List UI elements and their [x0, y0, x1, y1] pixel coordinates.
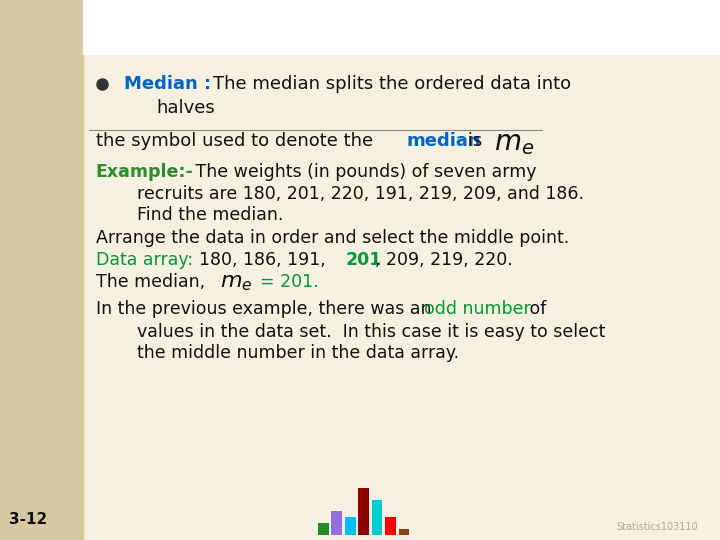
Text: Arrange the data in order and select the middle point.: Arrange the data in order and select the…: [96, 228, 569, 247]
Text: , 209, 219, 220.: , 209, 219, 220.: [374, 251, 513, 269]
Text: of: of: [524, 300, 546, 318]
Text: T: T: [34, 216, 49, 236]
Text: $m_e$: $m_e$: [494, 129, 534, 157]
Text: In the previous example, there was an: In the previous example, there was an: [96, 300, 436, 318]
Bar: [331, 511, 342, 535]
Text: 201: 201: [346, 251, 382, 269]
Text: The weights (in pounds) of seven army: The weights (in pounds) of seven army: [190, 163, 536, 181]
Text: N: N: [32, 422, 50, 442]
Text: the middle number in the data array.: the middle number in the data array.: [137, 344, 459, 362]
Text: Find the median.: Find the median.: [137, 206, 284, 224]
Bar: [385, 517, 396, 535]
Text: Data array:: Data array:: [96, 251, 198, 269]
Bar: [345, 517, 356, 535]
Text: Numerical Measures of the Data: Numerical Measures of the Data: [363, 16, 655, 31]
Text: The median,: The median,: [96, 273, 204, 292]
Text: is: is: [462, 132, 488, 151]
Text: Example:-: Example:-: [96, 163, 194, 181]
Text: Statistics103110: Statistics103110: [617, 522, 698, 532]
Text: A: A: [33, 252, 50, 272]
Text: S: S: [33, 109, 50, 129]
Text: 3-12: 3-12: [9, 511, 47, 526]
Text: odd number: odd number: [423, 300, 531, 318]
Text: the symbol used to denote the: the symbol used to denote the: [96, 132, 379, 151]
Bar: [318, 523, 328, 535]
Bar: [399, 529, 410, 535]
Text: values in the data set.  In this case it is easy to select: values in the data set. In this case it …: [137, 322, 606, 341]
Text: 180, 186, 191,: 180, 186, 191,: [199, 251, 331, 269]
Text: = 201.: = 201.: [260, 273, 318, 292]
Bar: [359, 488, 369, 535]
Text: recruits are 180, 201, 220, 191, 219, 209, and 186.: recruits are 180, 201, 220, 191, 219, 20…: [137, 185, 584, 203]
Text: S: S: [33, 180, 50, 200]
Text: $m_e$: $m_e$: [220, 273, 252, 293]
Bar: [372, 500, 382, 535]
Text: The median splits the ordered data into: The median splits the ordered data into: [213, 75, 572, 93]
Text: Median :: Median :: [125, 75, 217, 93]
Text: U: U: [32, 144, 50, 165]
Text: halves: halves: [156, 99, 215, 117]
Text: T: T: [34, 288, 49, 308]
Text: Chapter Three:: Chapter Three:: [197, 16, 340, 31]
Text: median: median: [407, 132, 481, 151]
